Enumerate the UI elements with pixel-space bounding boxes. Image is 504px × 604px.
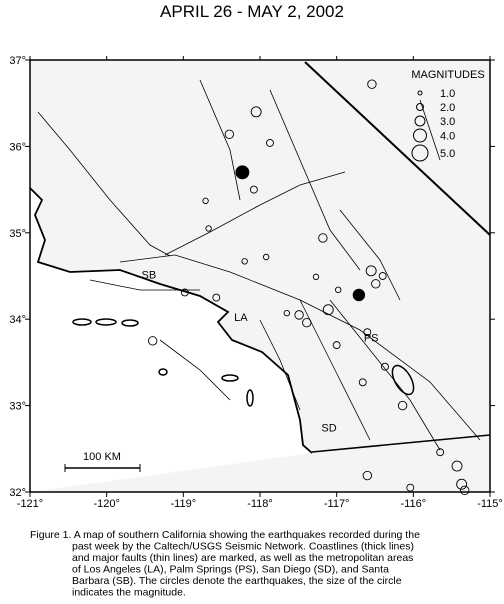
legend-label: 4.0 <box>440 131 455 143</box>
earthquake <box>205 225 212 232</box>
x-tick-label: -121° <box>17 498 43 510</box>
earthquake <box>352 288 366 302</box>
x-tick-label: -118° <box>247 498 273 510</box>
earthquake <box>302 317 312 328</box>
legend-circle <box>413 128 427 143</box>
x-tick-label: -117° <box>324 498 350 510</box>
caption: Figure 1. A map of southern California s… <box>30 529 420 599</box>
earthquake <box>318 233 328 243</box>
earthquake <box>365 265 377 277</box>
terrain <box>30 60 490 492</box>
y-tick-label: 33° <box>9 401 26 413</box>
earthquake <box>266 138 274 147</box>
caption-line: Figure 1. A map of southern California s… <box>30 529 420 541</box>
caption-line: and major faults (thin lines) are marked… <box>72 552 413 564</box>
earthquake <box>367 79 377 89</box>
earthquake <box>397 400 408 411</box>
map-layer: -121° -120° -119° -118° -117° -116° -115° 32° 33… <box>9 55 502 510</box>
earthquake <box>262 253 270 261</box>
caption-line: indicates the magnitude. <box>72 587 186 599</box>
earthquake <box>406 483 415 492</box>
earthquake <box>335 286 342 294</box>
earthquake <box>322 304 334 316</box>
earthquake <box>381 362 389 371</box>
y-tick-label: 36° <box>9 141 26 153</box>
caption-line: Barbara (SB). The circles denote the ear… <box>72 575 402 587</box>
earthquake <box>241 258 248 265</box>
earthquake <box>202 197 209 205</box>
legend-label: 2.0 <box>440 102 455 114</box>
earthquake <box>250 106 262 118</box>
y-tick-label: 32° <box>9 487 26 499</box>
earthquake <box>224 129 235 140</box>
y-tick-label: 34° <box>9 314 26 326</box>
earthquake <box>294 310 304 320</box>
earthquake <box>180 288 189 297</box>
y-tick-label: 35° <box>9 228 26 240</box>
caption-line: past week by the Caltech/USGS Seismic Ne… <box>72 541 414 553</box>
earthquake <box>451 460 463 472</box>
x-tick-label: -115° <box>477 498 503 510</box>
legend-label: 1.0 <box>440 88 455 100</box>
x-tick-label: -116° <box>401 498 427 510</box>
earthquake <box>371 279 381 289</box>
legend-label: 5.0 <box>440 148 455 160</box>
earthquake <box>312 273 320 281</box>
earthquake <box>332 341 341 350</box>
title: APRIL 26 - MAY 2, 2002 <box>160 2 344 21</box>
legend-circle <box>416 103 424 111</box>
earthquake <box>460 485 470 495</box>
earthquake <box>212 293 221 302</box>
scale-bar: 100 KM <box>64 451 141 472</box>
scale-label: 100 KM <box>83 451 121 463</box>
earthquake <box>436 448 445 457</box>
place-label: LA <box>234 312 248 324</box>
legend-circle <box>411 144 429 162</box>
x-tick-label: -120° <box>93 498 119 510</box>
place-label: PS <box>364 333 379 345</box>
earthquake <box>362 470 373 481</box>
earthquake <box>378 272 387 280</box>
legend-circle <box>417 90 423 96</box>
earthquake <box>235 165 250 180</box>
earthquake <box>456 478 468 490</box>
legend-circle <box>414 115 426 127</box>
earthquake <box>283 309 291 317</box>
faults <box>37 79 481 451</box>
borders <box>304 61 491 453</box>
earthquake <box>358 378 367 387</box>
earthquake <box>363 328 372 337</box>
y-tick-label: 37° <box>9 55 26 67</box>
legend-label: 3.0 <box>440 116 455 128</box>
x-tick-label: -119° <box>171 498 197 510</box>
place-label: SB <box>141 270 156 282</box>
earthquake <box>249 185 258 194</box>
place-label: SD <box>321 423 336 435</box>
caption-line: of Los Angeles (LA), Palm Springs (PS), … <box>72 564 389 576</box>
legend-title: MAGNITUDES <box>411 69 484 81</box>
earthquake <box>147 336 158 346</box>
